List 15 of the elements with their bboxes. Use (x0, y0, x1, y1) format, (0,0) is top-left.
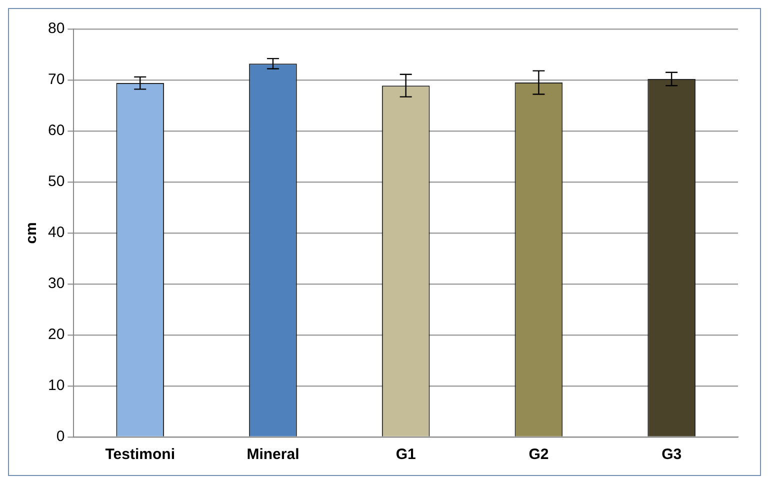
x-tick-label: Testimoni (105, 446, 175, 464)
y-tick-label: 60 (48, 122, 65, 140)
x-tick-label: G3 (662, 446, 682, 464)
x-tick-label: Mineral (246, 446, 300, 464)
y-tick-label: 0 (56, 428, 65, 446)
y-tick-label: 70 (48, 71, 65, 88)
y-tick-label: 40 (48, 224, 65, 242)
y-axis-title: cm (23, 222, 40, 244)
y-tick-label: 20 (48, 326, 65, 344)
x-tick-label: G2 (528, 446, 549, 464)
y-tick-label: 50 (48, 173, 65, 190)
x-tick-label: G1 (396, 446, 416, 464)
y-tick-label: 10 (48, 377, 65, 394)
y-tick-label: 80 (48, 20, 65, 38)
y-tick-label: 30 (48, 275, 65, 292)
